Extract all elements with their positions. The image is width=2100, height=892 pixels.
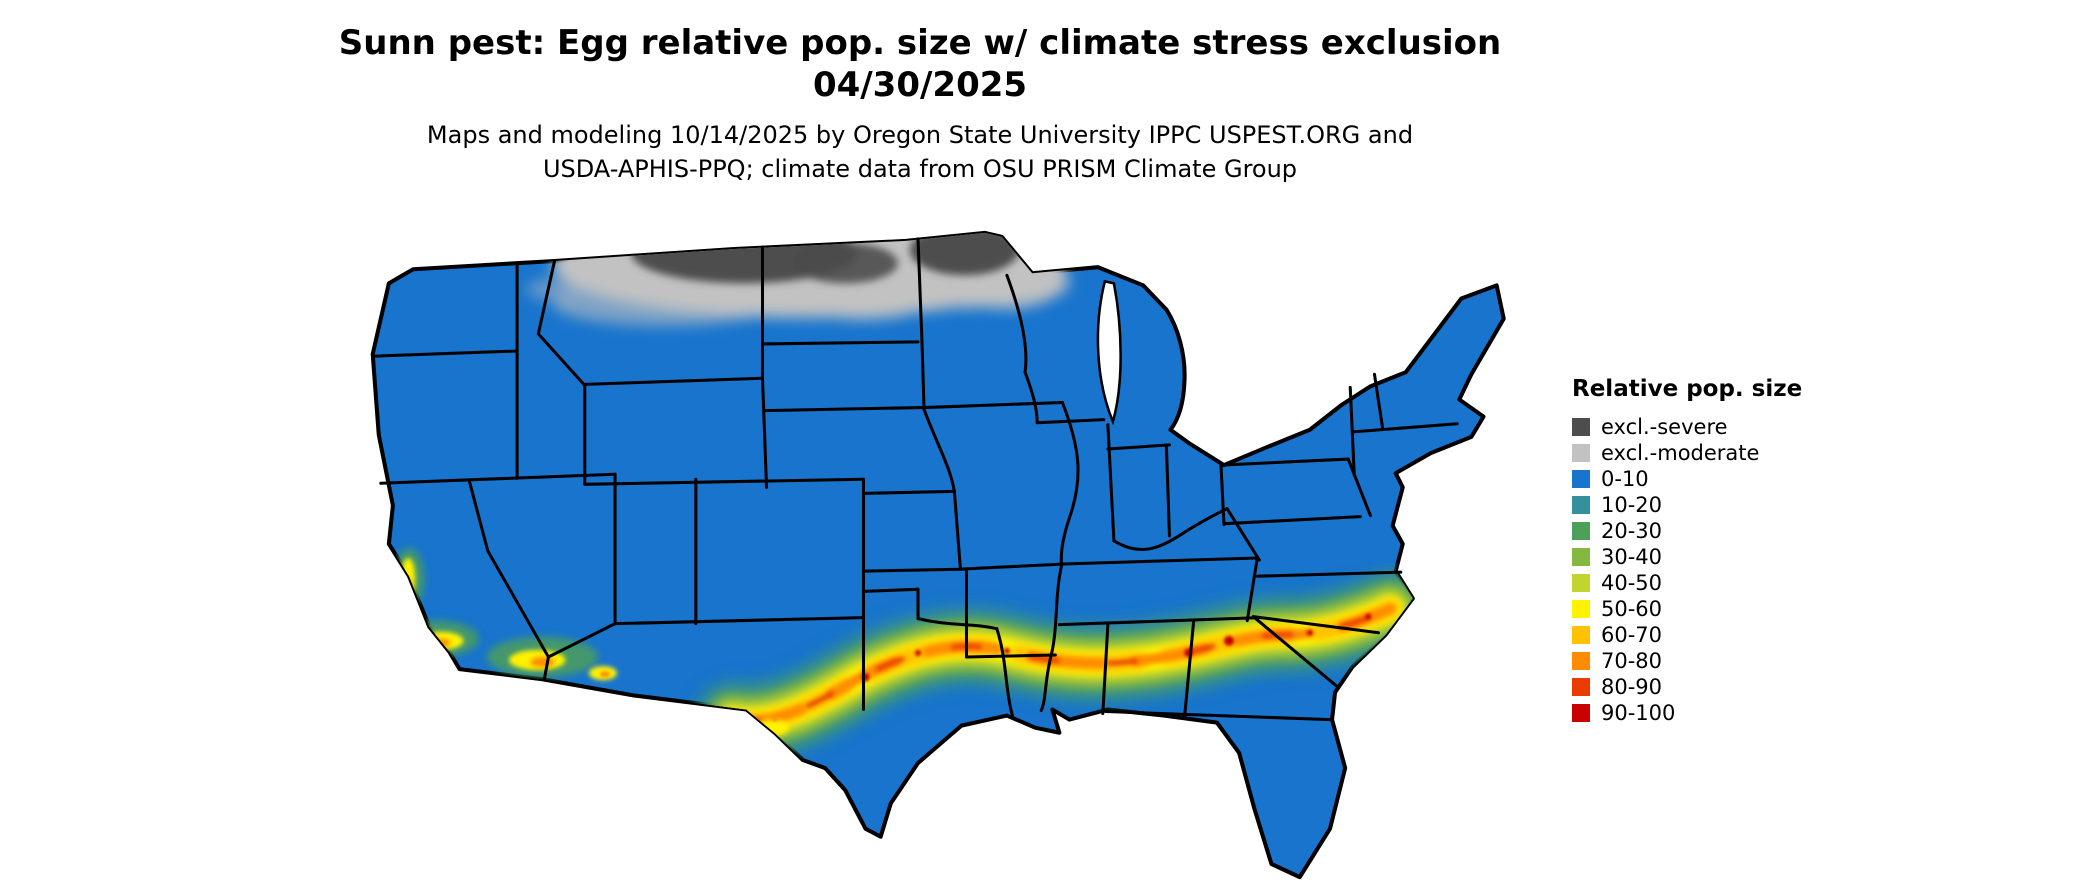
legend-item: 90-100	[1572, 700, 1872, 726]
legend-item: 80-90	[1572, 674, 1872, 700]
legend-item-label: 80-90	[1601, 675, 1663, 699]
legend-swatch	[1572, 626, 1590, 644]
legend-item-label: 10-20	[1601, 493, 1663, 517]
legend-item: 50-60	[1572, 596, 1872, 622]
legend-title: Relative pop. size	[1572, 376, 1803, 402]
legend-item-label: 20-30	[1601, 519, 1663, 543]
legend-item-label: excl.-severe	[1601, 415, 1728, 439]
map-subtitle-line2: USDA-APHIS-PPQ; climate data from OSU PR…	[542, 155, 1298, 183]
map-figure	[300, 222, 1532, 890]
population-band-layer	[693, 570, 1429, 760]
legend-item-label: 90-100	[1601, 701, 1676, 725]
legend-swatch	[1572, 548, 1590, 566]
legend-item: excl.-moderate	[1572, 440, 1872, 466]
legend-swatch	[1572, 600, 1590, 618]
conus-outline	[370, 230, 1506, 880]
legend-swatch	[1572, 522, 1590, 540]
legend-item: 10-20	[1572, 492, 1872, 518]
legend-swatch	[1572, 652, 1590, 670]
exclusion-severe-region	[631, 232, 1020, 284]
subtitle-block: Maps and modeling 10/14/2025 by Oregon S…	[0, 118, 1840, 186]
legend-item-label: 50-60	[1601, 597, 1663, 621]
map-title-date: 04/30/2025	[812, 65, 1028, 105]
legend-swatch	[1572, 470, 1590, 488]
map-title-line1: Sunn pest: Egg relative pop. size w/ cli…	[338, 23, 1502, 63]
legend-item: 20-30	[1572, 518, 1872, 544]
legend-item: 60-70	[1572, 622, 1872, 648]
legend-items: excl.-severe excl.-moderate 0-10 10-20 2…	[1572, 414, 1872, 726]
legend-item-label: 30-40	[1601, 545, 1663, 569]
map-subtitle-line1: Maps and modeling 10/14/2025 by Oregon S…	[426, 121, 1414, 149]
state-borders	[374, 237, 1459, 722]
legend-swatch	[1572, 496, 1590, 514]
legend-item: 30-40	[1572, 544, 1872, 570]
legend-item-label: 0-10	[1601, 467, 1649, 491]
legend-item-label: 70-80	[1601, 649, 1663, 673]
legend-swatch	[1572, 418, 1590, 436]
legend-item: 0-10	[1572, 466, 1872, 492]
legend-item: 70-80	[1572, 648, 1872, 674]
lake-michigan	[1096, 279, 1122, 426]
legend-item: 40-50	[1572, 570, 1872, 596]
legend: Relative pop. size excl.-severe excl.-mo…	[1572, 376, 1872, 726]
legend-swatch	[1572, 678, 1590, 696]
us-map-svg	[370, 230, 1506, 880]
legend-item-label: 40-50	[1601, 571, 1663, 595]
legend-item: excl.-severe	[1572, 414, 1872, 440]
legend-item-label: 60-70	[1601, 623, 1663, 647]
legend-swatch	[1572, 444, 1590, 462]
legend-item-label: excl.-moderate	[1601, 441, 1760, 465]
legend-swatch	[1572, 574, 1590, 592]
legend-swatch	[1572, 704, 1590, 722]
title-block: Sunn pest: Egg relative pop. size w/ cli…	[0, 22, 1840, 106]
